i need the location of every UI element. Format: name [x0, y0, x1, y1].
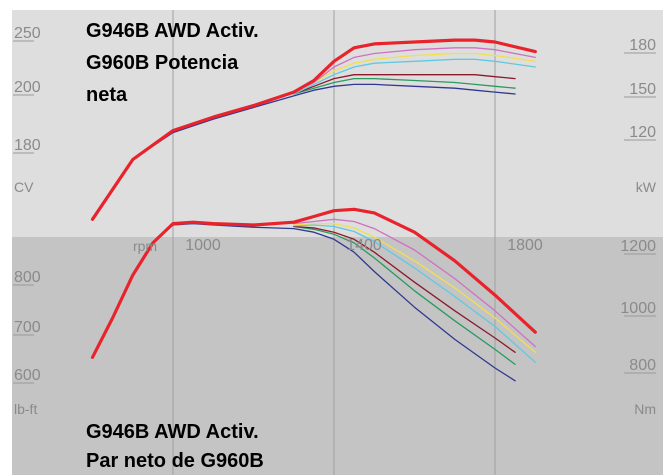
power-left-tick-200: 200 — [14, 79, 41, 96]
power-title-line-2: neta — [86, 84, 128, 106]
torque-right-tick-800: 800 — [629, 357, 656, 374]
torque-series-line-4 — [293, 225, 516, 353]
power-panel-background — [12, 10, 663, 237]
power-series-line-0 — [90, 38, 537, 221]
torque-series-line-5 — [293, 225, 516, 366]
power-right-tick-120: 120 — [629, 124, 656, 141]
power-title-line-0: G946B AWD Activ. — [86, 20, 259, 42]
torque-right-tick-1000: 1000 — [620, 300, 656, 317]
power-left-tick-250: 250 — [14, 25, 41, 42]
power-series-line-5 — [293, 77, 516, 95]
power-right-tick-180: 180 — [629, 37, 656, 54]
power-left-unit: CV — [14, 179, 34, 195]
torque-series-line-0 — [90, 207, 537, 359]
torque-title-line-0: G946B AWD Activ. — [86, 421, 259, 443]
power-left-tick-180: 180 — [14, 137, 41, 154]
torque-series-line-2 — [293, 222, 536, 353]
torque-x-tick-1400: 1400 — [346, 237, 382, 254]
torque-right-tick-1200: 1200 — [620, 238, 656, 255]
power-series-line-4 — [293, 74, 516, 95]
torque-left-unit: lb-ft — [14, 401, 37, 417]
torque-left-tick-600: 600 — [14, 367, 41, 384]
torque-panel-background — [12, 237, 663, 475]
power-title-line-1: G960B Potencia — [86, 52, 239, 74]
torque-x-tick-1800: 1800 — [507, 237, 543, 254]
torque-left-tick-700: 700 — [14, 319, 41, 336]
torque-series-line-1 — [293, 218, 536, 348]
power-right-tick-150: 150 — [629, 81, 656, 98]
torque-series-line-3 — [293, 224, 536, 363]
power-right-unit: kW — [636, 179, 657, 195]
torque-title-line-1: Par neto de G960B — [86, 450, 264, 472]
power-series-line-1 — [293, 47, 536, 93]
torque-x-unit: rpm — [133, 238, 157, 254]
power-series-line-2 — [293, 52, 536, 93]
torque-right-unit: Nm — [634, 401, 656, 417]
power-series-line-6 — [91, 83, 516, 220]
torque-x-tick-1000: 1000 — [185, 237, 221, 254]
power-series-line-3 — [293, 58, 536, 95]
torque-left-tick-800: 800 — [14, 269, 41, 286]
